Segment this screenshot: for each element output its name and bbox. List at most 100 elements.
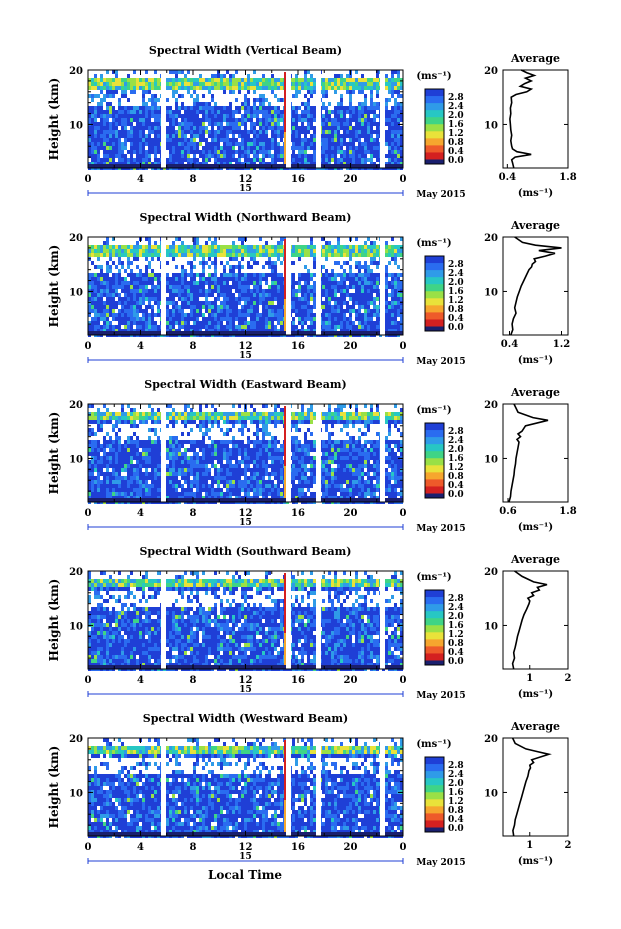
heatmap-cell	[172, 285, 175, 289]
heatmap-cell	[385, 321, 388, 325]
heatmap-cell	[91, 253, 94, 257]
heatmap-cell	[202, 301, 205, 305]
heatmap-cell	[244, 253, 247, 257]
heatmap-cell	[130, 245, 133, 249]
heatmap-cell	[223, 142, 226, 146]
heatmap-cell	[175, 130, 178, 134]
heatmap-cell	[172, 78, 175, 82]
heatmap-cell	[238, 118, 241, 122]
heatmap-cell	[244, 289, 247, 293]
heatmap-cell	[214, 237, 217, 241]
heatmap-cell	[115, 412, 118, 416]
heatmap-cell	[115, 460, 118, 464]
heatmap-cell	[151, 464, 154, 468]
heatmap-cell	[181, 281, 184, 285]
heatmap-cell	[259, 106, 262, 110]
heatmap-cell	[124, 297, 127, 301]
heatmap-cell	[94, 245, 97, 249]
heatmap-cell	[226, 253, 229, 257]
heatmap-cell	[184, 249, 187, 253]
heatmap-cell	[376, 126, 379, 130]
heatmap-cell	[238, 154, 241, 158]
heatmap-cell	[250, 86, 253, 90]
heatmap-cell	[253, 277, 256, 281]
heatmap-cell	[205, 277, 208, 281]
heatmap-cell	[376, 317, 379, 321]
heatmap-cell	[211, 285, 214, 289]
heatmap-cell	[292, 249, 295, 253]
heatmap-cell	[142, 460, 145, 464]
heatmap-cell	[307, 249, 310, 253]
heatmap-cell	[385, 249, 388, 253]
heatmap-cell	[325, 142, 328, 146]
heatmap-cell	[124, 138, 127, 142]
heatmap-cell	[370, 150, 373, 154]
heatmap-cell	[373, 154, 376, 158]
heatmap-cell	[97, 94, 100, 98]
heatmap-cell	[145, 480, 148, 484]
heatmap-cell	[358, 269, 361, 273]
heatmap-cell	[391, 257, 394, 261]
heatmap-cell	[229, 309, 232, 313]
colorbar-tick-label: 2.8	[448, 93, 464, 103]
heatmap-cell	[397, 106, 400, 110]
heatmap-cell	[127, 249, 130, 253]
heatmap-cell	[364, 158, 367, 162]
heatmap-cell	[142, 464, 145, 468]
heatmap-cell	[367, 142, 370, 146]
heatmap-cell	[133, 452, 136, 456]
heatmap-cell	[262, 134, 265, 138]
heatmap-cell	[265, 78, 268, 82]
heatmap-cell	[292, 118, 295, 122]
heatmap-cell	[172, 448, 175, 452]
heatmap-cell	[148, 241, 151, 245]
heatmap-cell	[349, 134, 352, 138]
heatmap-cell	[136, 448, 139, 452]
heatmap-cell	[193, 277, 196, 281]
heatmap-cell	[97, 134, 100, 138]
heatmap-cell	[136, 412, 139, 416]
heatmap-cell	[172, 321, 175, 325]
heatmap-cell	[235, 301, 238, 305]
heatmap-cell	[352, 158, 355, 162]
heatmap-cell	[121, 476, 124, 480]
heatmap-cell	[190, 150, 193, 154]
heatmap-cell	[124, 82, 127, 86]
heatmap-cell	[391, 122, 394, 126]
heatmap-cell	[91, 309, 94, 313]
heatmap-cell	[253, 317, 256, 321]
colorbar-tick-label: 1.2	[448, 129, 464, 139]
heatmap-cell	[214, 273, 217, 277]
heatmap-cell	[169, 297, 172, 301]
heatmap-cell	[349, 269, 352, 273]
heatmap-cell	[184, 313, 187, 317]
heatmap-cell	[121, 150, 124, 154]
heatmap-cell	[193, 313, 196, 317]
heatmap-cell	[187, 325, 190, 329]
heatmap-cell	[106, 464, 109, 468]
heatmap-cell	[325, 245, 328, 249]
heatmap-cell	[388, 82, 391, 86]
heatmap-cell	[250, 118, 253, 122]
avg-x-tick-label: 1.8	[559, 172, 576, 183]
heatmap-cell	[94, 480, 97, 484]
heatmap-cell	[400, 78, 403, 82]
data-gap	[316, 237, 321, 335]
heatmap-cell	[376, 142, 379, 146]
heatmap-cell	[292, 301, 295, 305]
heatmap-cell	[238, 289, 241, 293]
heatmap-cell	[148, 110, 151, 114]
heatmap-cell	[115, 436, 118, 440]
heatmap-cell	[139, 452, 142, 456]
heatmap-cell	[103, 492, 106, 496]
heatmap-cell	[112, 78, 115, 82]
heatmap-cell	[97, 456, 100, 460]
heatmap-cell	[343, 150, 346, 154]
heatmap-cell	[334, 90, 337, 94]
heatmap-cell	[202, 154, 205, 158]
heatmap-cell	[301, 126, 304, 130]
heatmap-cell	[400, 281, 403, 285]
heatmap-cell	[268, 257, 271, 261]
heatmap-cell	[244, 154, 247, 158]
heatmap-cell	[259, 82, 262, 86]
